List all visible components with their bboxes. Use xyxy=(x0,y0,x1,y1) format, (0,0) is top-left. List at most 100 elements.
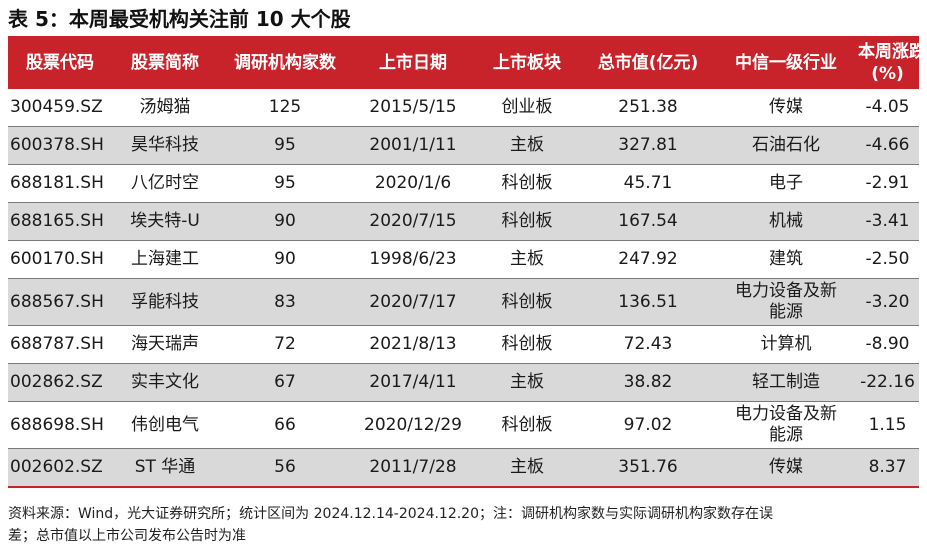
header-name: 股票简称 xyxy=(112,36,218,89)
cell-board: 科创板 xyxy=(474,325,580,364)
cell-code: 688567.SH xyxy=(8,278,112,326)
cell-board: 主板 xyxy=(474,363,580,402)
cell-change: -3.20 xyxy=(856,278,919,326)
cell-count: 95 xyxy=(218,126,352,165)
cell-change: -2.50 xyxy=(856,240,919,279)
cell-mcap: 327.81 xyxy=(580,126,716,165)
table-row: 688698.SH 伟创电气 66 2020/12/29 科创板 97.02 电… xyxy=(8,401,919,449)
cell-board: 科创板 xyxy=(474,164,580,203)
cell-mcap: 136.51 xyxy=(580,278,716,326)
cell-count: 125 xyxy=(218,89,352,127)
cell-count: 90 xyxy=(218,202,352,241)
cell-industry: 石油石化 xyxy=(716,126,856,165)
cell-count: 67 xyxy=(218,363,352,402)
cell-count: 90 xyxy=(218,240,352,279)
table-row: 688181.SH 八亿时空 95 2020/1/6 科创板 45.71 电子 … xyxy=(8,164,919,203)
cell-code: 600378.SH xyxy=(8,126,112,165)
cell-name: 伟创电气 xyxy=(112,401,218,449)
cell-mcap: 97.02 xyxy=(580,401,716,449)
header-industry: 中信一级行业 xyxy=(716,36,856,89)
cell-count: 72 xyxy=(218,325,352,364)
cell-name: 昊华科技 xyxy=(112,126,218,165)
cell-industry-line1: 电力设备及新 xyxy=(735,281,837,301)
cell-date: 2001/1/11 xyxy=(352,126,474,165)
cell-board: 科创板 xyxy=(474,278,580,326)
cell-industry: 建筑 xyxy=(716,240,856,279)
cell-date: 2020/12/29 xyxy=(352,401,474,449)
cell-name: 汤姆猫 xyxy=(112,89,218,127)
table-row: 600378.SH 昊华科技 95 2001/1/11 主板 327.81 石油… xyxy=(8,126,919,165)
cell-board: 主板 xyxy=(474,126,580,165)
cell-count: 66 xyxy=(218,401,352,449)
cell-industry: 电力设备及新 能源 xyxy=(716,401,856,449)
cell-code: 002862.SZ xyxy=(8,363,112,402)
cell-mcap: 251.38 xyxy=(580,89,716,127)
cell-industry: 传媒 xyxy=(716,89,856,127)
cell-change: 8.37 xyxy=(856,448,919,488)
cell-change: -3.41 xyxy=(856,202,919,241)
header-change-line2: (%) xyxy=(871,63,904,84)
cell-board: 主板 xyxy=(474,240,580,279)
source-note-line1: 资料来源：Wind，光大证券研究所；统计区间为 2024.12.14-2024.… xyxy=(8,506,774,522)
cell-code: 300459.SZ xyxy=(8,89,112,127)
table-row: 600170.SH 上海建工 90 1998/6/23 主板 247.92 建筑… xyxy=(8,240,919,279)
cell-change: -8.90 xyxy=(856,325,919,364)
header-mcap: 总市值(亿元) xyxy=(580,36,716,89)
cell-name: 上海建工 xyxy=(112,240,218,279)
cell-mcap: 247.92 xyxy=(580,240,716,279)
cell-industry: 机械 xyxy=(716,202,856,241)
header-change-line1: 本周涨跌幅 xyxy=(858,41,927,62)
cell-mcap: 45.71 xyxy=(580,164,716,203)
cell-count: 56 xyxy=(218,448,352,488)
table-row: 002602.SZ ST 华通 56 2011/7/28 主板 351.76 传… xyxy=(8,448,919,488)
cell-mcap: 72.43 xyxy=(580,325,716,364)
header-change: 本周涨跌幅 (%) xyxy=(856,36,927,89)
cell-count: 95 xyxy=(218,164,352,203)
header-board: 上市板块 xyxy=(474,36,580,89)
cell-code: 688165.SH xyxy=(8,202,112,241)
cell-change: -22.16 xyxy=(856,363,919,402)
cell-mcap: 38.82 xyxy=(580,363,716,402)
cell-name: 八亿时空 xyxy=(112,164,218,203)
cell-change: -4.66 xyxy=(856,126,919,165)
cell-change: 1.15 xyxy=(856,401,919,449)
cell-date: 2020/7/17 xyxy=(352,278,474,326)
cell-industry: 传媒 xyxy=(716,448,856,488)
cell-date: 2015/5/15 xyxy=(352,89,474,127)
cell-industry: 计算机 xyxy=(716,325,856,364)
cell-date: 2021/8/13 xyxy=(352,325,474,364)
table-row: 688165.SH 埃夫特-U 90 2020/7/15 科创板 167.54 … xyxy=(8,202,919,241)
table-row: 002862.SZ 实丰文化 67 2017/4/11 主板 38.82 轻工制… xyxy=(8,363,919,402)
cell-mcap: 351.76 xyxy=(580,448,716,488)
header-date: 上市日期 xyxy=(352,36,474,89)
cell-code: 688698.SH xyxy=(8,401,112,449)
cell-board: 主板 xyxy=(474,448,580,488)
cell-count: 83 xyxy=(218,278,352,326)
source-note: 资料来源：Wind，光大证券研究所；统计区间为 2024.12.14-2024.… xyxy=(8,503,918,547)
cell-name: 海天瑞声 xyxy=(112,325,218,364)
cell-date: 2020/1/6 xyxy=(352,164,474,203)
cell-name: ST 华通 xyxy=(112,448,218,488)
cell-industry-line2: 能源 xyxy=(769,302,803,322)
table-row: 300459.SZ 汤姆猫 125 2015/5/15 创业板 251.38 传… xyxy=(8,89,919,127)
cell-industry: 轻工制造 xyxy=(716,363,856,402)
source-note-line2: 差；总市值以上市公司发布公告时为准 xyxy=(8,528,246,544)
cell-change: -4.05 xyxy=(856,89,919,127)
cell-industry: 电子 xyxy=(716,164,856,203)
cell-board: 科创板 xyxy=(474,202,580,241)
cell-date: 2011/7/28 xyxy=(352,448,474,488)
table-header-row: 股票代码 股票简称 调研机构家数 上市日期 上市板块 总市值(亿元) 中信一级行… xyxy=(8,36,927,89)
header-count: 调研机构家数 xyxy=(218,36,352,89)
header-code: 股票代码 xyxy=(8,36,112,89)
top-stocks-table: 股票代码 股票简称 调研机构家数 上市日期 上市板块 总市值(亿元) 中信一级行… xyxy=(8,36,927,488)
cell-board: 科创板 xyxy=(474,401,580,449)
cell-code: 688181.SH xyxy=(8,164,112,203)
cell-date: 2020/7/15 xyxy=(352,202,474,241)
cell-industry-line1: 电力设备及新 xyxy=(735,404,837,424)
cell-code: 688787.SH xyxy=(8,325,112,364)
cell-mcap: 167.54 xyxy=(580,202,716,241)
cell-industry: 电力设备及新 能源 xyxy=(716,278,856,326)
cell-industry-line2: 能源 xyxy=(769,425,803,445)
cell-name: 实丰文化 xyxy=(112,363,218,402)
cell-name: 埃夫特-U xyxy=(112,202,218,241)
